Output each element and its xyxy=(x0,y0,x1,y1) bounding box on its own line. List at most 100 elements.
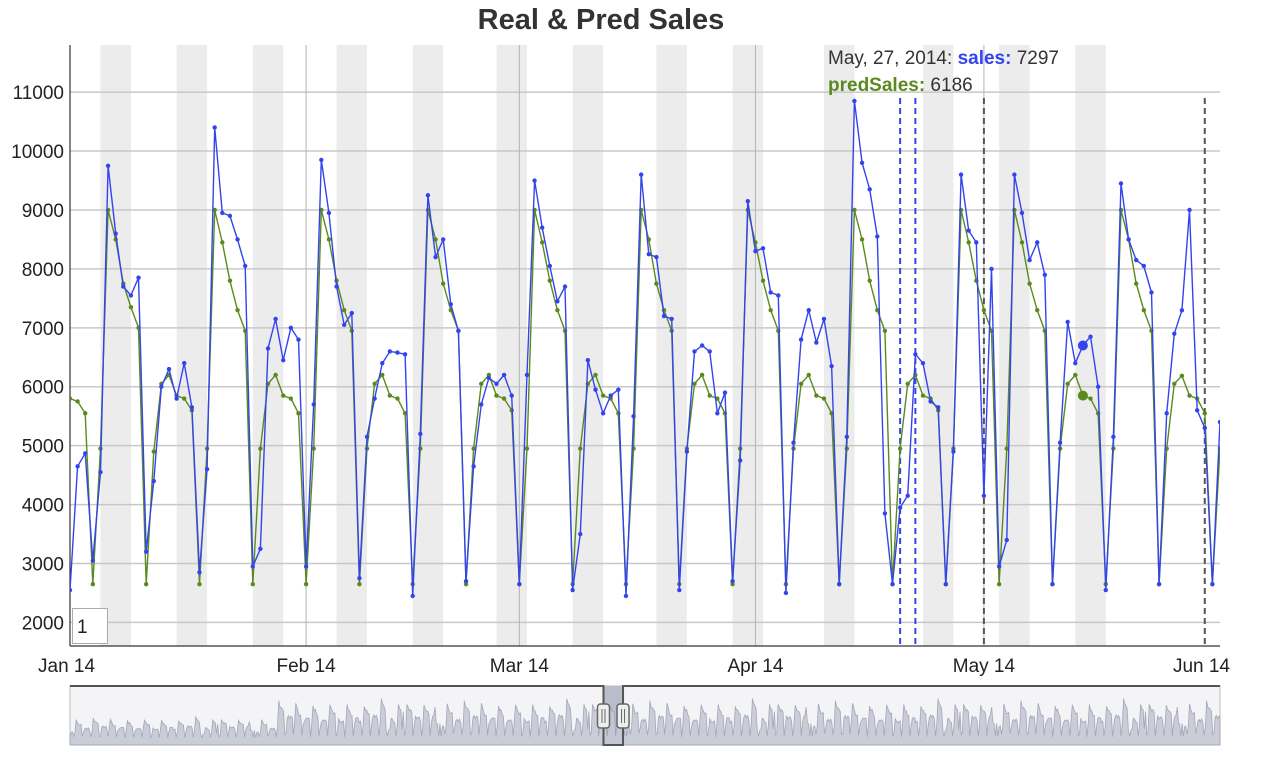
data-point-sales xyxy=(745,198,751,204)
data-point-predSales xyxy=(524,446,530,451)
data-point-predSales xyxy=(699,372,705,378)
data-point-predSales xyxy=(372,381,377,386)
data-point-sales xyxy=(319,157,324,163)
range-handle-right[interactable] xyxy=(616,703,630,729)
data-point-sales xyxy=(1004,537,1009,543)
data-point-predSales xyxy=(182,396,187,401)
data-point-sales xyxy=(555,299,560,304)
data-point-predSales xyxy=(326,237,332,242)
data-point-sales xyxy=(463,578,469,584)
series-predSales xyxy=(70,207,1220,587)
data-point-sales xyxy=(974,240,979,245)
data-point-predSales xyxy=(966,240,971,245)
data-point-sales xyxy=(242,263,248,269)
data-point-sales xyxy=(798,337,804,342)
data-point-predSales xyxy=(151,449,156,454)
data-point-sales xyxy=(829,363,834,369)
y-tick-label: 11000 xyxy=(13,83,64,104)
data-point-predSales xyxy=(235,307,240,313)
data-point-sales xyxy=(151,478,156,484)
data-point-sales xyxy=(966,228,971,233)
data-point-sales xyxy=(608,393,613,398)
data-point-sales xyxy=(212,125,217,130)
data-point-predSales xyxy=(996,581,1002,587)
data-point-sales xyxy=(897,505,903,510)
data-point-sales xyxy=(783,590,789,596)
data-point-sales xyxy=(143,549,149,554)
data-point-predSales xyxy=(1065,381,1070,386)
data-point-sales xyxy=(341,322,347,328)
highlight-point-predSales xyxy=(1077,390,1088,401)
data-point-sales xyxy=(448,302,453,307)
data-point-predSales xyxy=(227,278,233,283)
data-point-sales xyxy=(70,587,73,593)
data-point-predSales xyxy=(303,581,309,587)
data-point-sales xyxy=(936,405,941,410)
data-point-sales xyxy=(600,411,606,416)
x-tick-label: Feb 14 xyxy=(277,656,337,677)
x-tick-label: Apr 14 xyxy=(727,656,783,677)
data-point-predSales xyxy=(1035,307,1040,313)
data-point-sales xyxy=(837,581,842,587)
data-point-predSales xyxy=(1073,372,1078,378)
data-point-sales xyxy=(98,469,103,475)
data-point-predSales xyxy=(1118,207,1124,213)
data-point-sales xyxy=(486,375,492,381)
data-point-predSales xyxy=(1179,373,1185,378)
data-point-sales xyxy=(699,343,705,348)
data-point-predSales xyxy=(555,307,560,313)
data-point-sales xyxy=(722,390,728,395)
data-point-sales xyxy=(730,578,735,584)
data-point-predSales xyxy=(1134,281,1139,286)
y-tick-label: 7000 xyxy=(22,319,64,340)
legend-sales-value: 7297 xyxy=(1011,48,1059,69)
data-point-sales xyxy=(128,293,134,298)
data-point-sales xyxy=(737,458,743,463)
data-point-predSales xyxy=(768,307,773,313)
data-point-sales xyxy=(943,581,949,587)
data-point-sales xyxy=(182,360,187,366)
data-point-predSales xyxy=(600,393,606,398)
data-point-sales xyxy=(372,396,377,401)
data-point-predSales xyxy=(1019,240,1025,245)
data-point-sales xyxy=(418,431,423,437)
data-point-sales xyxy=(852,98,857,104)
x-tick-label: Mar 14 xyxy=(490,656,550,677)
data-point-sales xyxy=(494,381,499,386)
data-point-sales xyxy=(867,187,872,192)
data-point-sales xyxy=(281,358,286,363)
data-point-predSales xyxy=(471,446,476,451)
data-point-sales xyxy=(189,405,195,410)
y-tick-label: 9000 xyxy=(22,201,64,222)
data-point-predSales xyxy=(920,393,926,398)
data-point-sales xyxy=(1164,411,1169,416)
data-point-predSales xyxy=(1027,281,1032,286)
data-point-predSales xyxy=(387,393,393,398)
data-point-sales xyxy=(1179,308,1185,313)
data-point-sales xyxy=(1202,425,1207,431)
data-point-predSales xyxy=(311,446,316,451)
data-point-sales xyxy=(1103,587,1108,593)
range-selector-frame xyxy=(70,685,1220,746)
data-point-predSales xyxy=(212,207,217,213)
shaded-band xyxy=(922,45,954,646)
roll-period-input[interactable]: 1 xyxy=(72,608,108,644)
y-tick-label: 5000 xyxy=(22,437,64,458)
range-handle-left[interactable] xyxy=(596,703,611,729)
data-point-predSales xyxy=(197,581,202,587)
data-point-sales xyxy=(1088,334,1093,339)
data-point-predSales xyxy=(539,240,545,245)
data-point-sales xyxy=(791,440,796,445)
legend-sales-label: sales: xyxy=(958,48,1012,69)
data-point-sales xyxy=(1217,419,1220,425)
shaded-band xyxy=(572,45,604,646)
shaded-band xyxy=(999,45,1030,646)
data-point-sales xyxy=(669,316,674,322)
data-point-sales xyxy=(433,254,438,260)
data-point-sales xyxy=(989,266,994,272)
data-point-sales xyxy=(90,558,96,563)
legend-date: May, 27, 2014: xyxy=(828,48,958,69)
data-point-sales xyxy=(402,352,408,357)
data-point-sales xyxy=(380,360,385,366)
